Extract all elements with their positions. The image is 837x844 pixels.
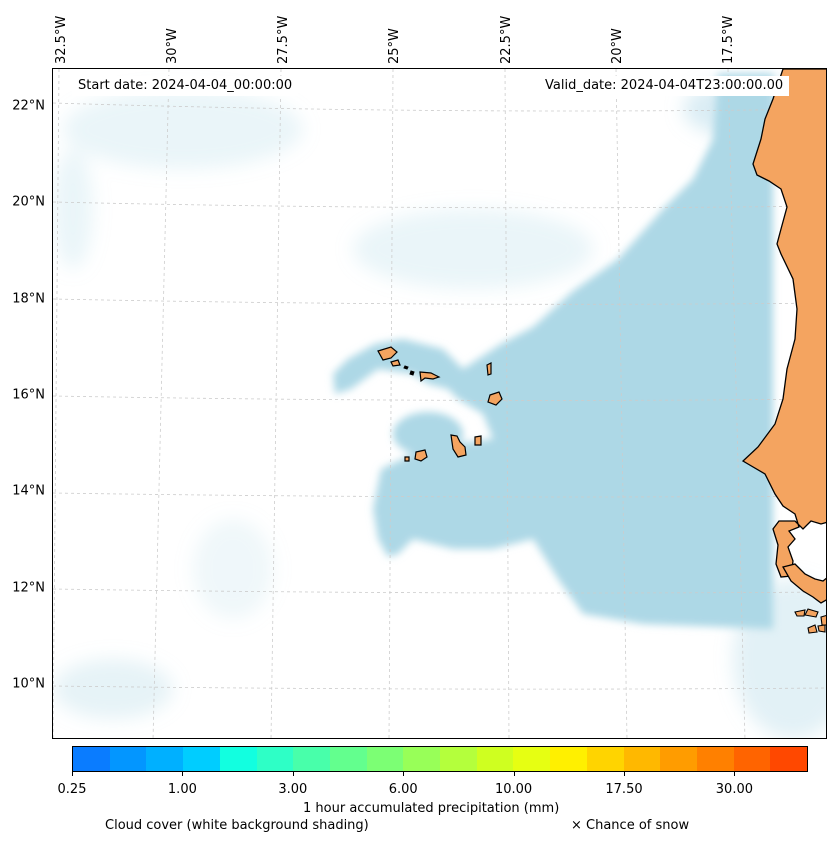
island-fogo	[414, 449, 428, 462]
lat-label-12n: 12°N	[12, 580, 45, 596]
colorbar-segment	[146, 747, 184, 771]
lat-label-18n: 18°N	[12, 291, 45, 307]
colorbar-label: 1 hour accumulated precipitation (mm)	[303, 801, 560, 816]
island-santiago	[450, 434, 467, 458]
colorbar-segment	[183, 747, 220, 771]
colorbar-tick-label: 10.00	[494, 782, 533, 797]
island-brava	[404, 456, 410, 462]
colorbar-segment	[403, 747, 441, 771]
lon-label-25w: 25°W	[387, 28, 402, 64]
colorbar-segment	[696, 747, 734, 771]
lat-label-22n: 22°N	[12, 98, 45, 114]
grid-line	[53, 492, 826, 498]
island-sao-vicente	[390, 359, 401, 367]
cloud-cover-legend: Cloud cover (white background shading)	[105, 818, 369, 833]
island-maio	[474, 435, 482, 446]
colorbar-tick-label: 30.00	[715, 782, 753, 797]
colorbar-segment	[366, 747, 404, 771]
africa-landmass-south	[782, 563, 826, 604]
grid-line	[53, 685, 826, 690]
island-bijagos	[820, 614, 826, 626]
island-raso	[409, 370, 415, 376]
colorbar-segment	[109, 747, 147, 771]
grid-line	[53, 395, 826, 401]
island-bijagos	[807, 624, 818, 634]
colorbar-tick-mark	[734, 772, 736, 776]
lat-label-10n: 10°N	[12, 676, 45, 692]
island-bijagos	[794, 609, 806, 617]
lon-label-20w: 20°W	[610, 28, 625, 64]
cloud-mass	[393, 412, 463, 456]
colorbar-segment	[550, 747, 587, 771]
cloud-wisp	[63, 89, 303, 169]
cloud-main	[333, 74, 773, 629]
island-santo-antao	[377, 346, 398, 361]
colorbar-tick-mark	[624, 772, 625, 776]
lat-label-14n: 14°N	[12, 483, 45, 499]
colorbar-segment	[660, 747, 697, 771]
grid-line	[53, 102, 826, 112]
colorbar-tick-label: 1.00	[167, 782, 197, 797]
colorbar-tick-mark	[403, 772, 405, 776]
colorbar-segment	[586, 747, 624, 771]
grid-line	[53, 201, 826, 209]
colorbar-segment	[513, 747, 551, 771]
colorbar-segment	[476, 747, 514, 771]
grid-line	[53, 588, 826, 594]
colorbar-segment	[770, 747, 808, 771]
precipitation-colorbar	[72, 746, 808, 772]
lon-label-22-5w: 22.5°W	[499, 15, 514, 64]
map-panel[interactable]	[52, 68, 827, 739]
colorbar-segment	[293, 747, 330, 771]
grid-line	[388, 69, 394, 738]
grid-line	[53, 69, 60, 738]
colorbar-tick-mark	[182, 772, 184, 776]
colorbar-segment	[73, 747, 110, 771]
island-sal	[486, 362, 492, 376]
lon-label-32-5w: 32.5°W	[54, 15, 69, 64]
grid-line	[504, 69, 510, 738]
snow-legend: × Chance of snow	[571, 818, 690, 833]
colorbar-tick-mark	[513, 772, 515, 776]
island-boa-vista	[487, 391, 503, 406]
island-bijagos	[804, 608, 819, 618]
colorbar-segment	[440, 747, 477, 771]
lon-label-27-5w: 27.5°W	[276, 15, 291, 64]
colorbar-tick-label: 6.00	[388, 782, 418, 797]
colorbar-tick-label: 3.00	[278, 782, 308, 797]
lon-label-30w: 30°W	[165, 28, 180, 64]
colorbar-segment	[329, 747, 367, 771]
grid-line	[53, 298, 826, 305]
colorbar-segment	[623, 747, 661, 771]
lat-label-16n: 16°N	[12, 387, 45, 403]
map-canvas	[53, 69, 826, 738]
island-bijagos	[817, 624, 826, 633]
grid-line	[270, 69, 282, 738]
colorbar-tick-mark	[72, 772, 73, 776]
colorbar-tick-mark	[292, 772, 294, 776]
island-sao-nicolau	[419, 371, 441, 383]
colorbar-segment	[256, 747, 294, 771]
lat-label-20n: 20°N	[12, 194, 45, 210]
graticule	[53, 69, 826, 738]
cloud-mass	[333, 74, 773, 629]
cloud-wisp	[53, 659, 173, 719]
island-santa-luzia	[403, 365, 409, 370]
grid-line	[152, 69, 170, 738]
grid-line	[727, 69, 746, 738]
colorbar-segment	[733, 747, 771, 771]
grid-line	[615, 69, 628, 738]
cloud-wisp	[53, 149, 93, 269]
colorbar-tick-label: 0.25	[57, 782, 87, 797]
cloud-wisp	[193, 519, 273, 619]
start-date-label: Start date: 2024-04-04_00:00:00	[72, 76, 299, 96]
cloud-wisp	[353, 209, 593, 289]
colorbar-tick-label: 17.50	[605, 782, 643, 797]
colorbar-segment	[219, 747, 257, 771]
lon-label-17-5w: 17.5°W	[721, 15, 736, 64]
valid-date-label: Valid_date: 2024-04-04T23:00:00.00	[539, 76, 790, 96]
africa-landmass	[741, 69, 826, 578]
